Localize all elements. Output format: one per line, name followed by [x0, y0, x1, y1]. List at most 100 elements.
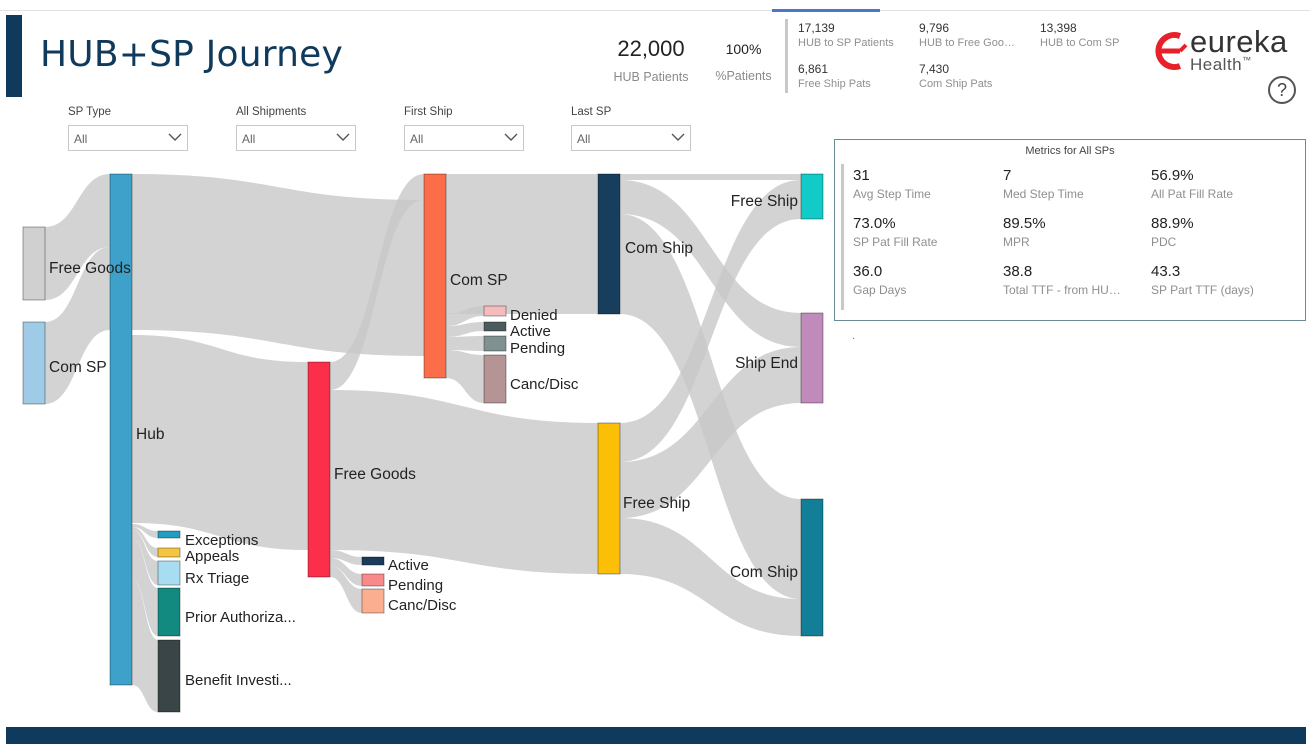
- slicer-value: All: [242, 132, 256, 146]
- sankey-link-com-sp-mid-to-cs-active[interactable]: [446, 322, 484, 337]
- slicer-label: SP Type: [68, 106, 112, 118]
- sankey-node-cs-pending[interactable]: [483, 335, 507, 352]
- kpi-hub-patients: 22,000 HUB Patients: [606, 36, 696, 84]
- sankey-link-com-sp-mid-to-cs-pending[interactable]: [446, 336, 484, 351]
- sankey-node-free-ship-last[interactable]: [800, 173, 824, 220]
- sankey-link-free-ship-first-to-com-ship-last[interactable]: [620, 518, 801, 636]
- sankey-node-com-ship-first[interactable]: [597, 173, 621, 315]
- sankey-node-free-ship-first[interactable]: [597, 422, 621, 575]
- slicer-sp-type: SP Type All: [68, 106, 188, 151]
- sankey-link-free-goods-src-to-hub[interactable]: [45, 174, 110, 300]
- sankey-node-free-goods-mid[interactable]: [307, 361, 331, 578]
- metric-gap-days: 36.0 Gap Days: [853, 263, 993, 297]
- sankey-node-com-ship-last[interactable]: [800, 498, 824, 637]
- metric-label: Total TTF - from HU…: [1003, 283, 1121, 297]
- kpi-value: 13,398: [1040, 21, 1077, 35]
- chevron-down-icon: [671, 133, 685, 141]
- sankey-link-hub-to-appeals[interactable]: [132, 527, 158, 557]
- sankey-link-hub-to-free-goods-mid[interactable]: [132, 335, 308, 550]
- slicer-value: All: [74, 132, 88, 146]
- sankey-node-cs-denied[interactable]: [483, 305, 507, 317]
- sankey-link-hub-to-com-sp-mid[interactable]: [132, 174, 424, 356]
- sankey-link-hub-to-exceptions[interactable]: [132, 524, 158, 538]
- sankey-node-fg-active[interactable]: [361, 556, 385, 566]
- sankey-link-com-sp-src-to-hub[interactable]: [45, 247, 110, 404]
- slicer-all-shipments: All Shipments All: [236, 106, 356, 151]
- metric-pdc: 88.9% PDC: [1151, 215, 1291, 249]
- chevron-down-icon: [504, 133, 518, 141]
- sankey-node-rx-triage[interactable]: [157, 560, 181, 586]
- metric-label: Gap Days: [853, 283, 907, 297]
- sankey-node-benefit-inv[interactable]: [157, 639, 181, 713]
- kpi-hub-to-com-sp: 13,398 HUB to Com SP: [1040, 21, 1155, 49]
- sankey-node-label: Free Goods: [334, 466, 416, 483]
- kpi-pct-patients: 100% %Patients: [706, 36, 781, 83]
- slicer-dropdown[interactable]: All: [404, 125, 524, 151]
- metric-label: SP Pat Fill Rate: [853, 235, 938, 249]
- kpi-divider: [785, 19, 788, 93]
- metric-label: MPR: [1003, 235, 1030, 249]
- slicer-dropdown[interactable]: All: [236, 125, 356, 151]
- sankey-node-com-sp-mid[interactable]: [423, 173, 447, 379]
- metric-value: 89.5%: [1003, 215, 1046, 232]
- sankey-node-label: Canc/Disc: [510, 376, 579, 393]
- stray-mark: ·: [852, 333, 856, 344]
- slicer-label: All Shipments: [236, 106, 307, 118]
- sankey-link-com-ship-first-to-free-ship-last[interactable]: [620, 174, 801, 180]
- metric-label: SP Part TTF (days): [1151, 283, 1254, 297]
- footer-bar: [6, 727, 1306, 744]
- sankey-link-com-ship-first-to-ship-end[interactable]: [620, 180, 801, 347]
- sankey-node-label: Canc/Disc: [388, 597, 457, 614]
- kpi-label: HUB to SP Patients: [798, 37, 894, 49]
- kpi-value: 7,430: [919, 62, 950, 76]
- sankey-node-label: Hub: [136, 426, 164, 443]
- sankey-link-free-ship-first-to-free-ship-last[interactable]: [620, 180, 801, 462]
- sankey-node-label: Rx Triage: [185, 570, 249, 587]
- sankey-node-label: Pending: [388, 577, 443, 594]
- eureka-logo-icon: [1155, 32, 1188, 70]
- sankey-node-fg-pending[interactable]: [361, 573, 385, 587]
- metric-label: PDC: [1151, 235, 1177, 249]
- sankey-node-com-sp-src[interactable]: [22, 321, 46, 405]
- sankey-link-free-ship-first-to-ship-end[interactable]: [620, 347, 801, 518]
- sankey-node-free-goods-src[interactable]: [22, 226, 46, 301]
- active-page-tab-indicator[interactable]: [772, 9, 880, 12]
- sankey-node-label: Com SP: [49, 359, 107, 376]
- metric-label: All Pat Fill Rate: [1151, 187, 1234, 201]
- sankey-node-label: Denied: [510, 307, 558, 324]
- sankey-link-free-goods-mid-to-com-sp-mid[interactable]: [330, 174, 424, 390]
- sankey-node-ship-end[interactable]: [800, 312, 824, 404]
- sankey-node-label: Com SP: [450, 272, 508, 289]
- metric-value: 38.8: [1003, 263, 1033, 280]
- sankey-link-hub-to-benefit-inv[interactable]: [132, 580, 158, 712]
- kpi-label: HUB Patients: [613, 70, 689, 84]
- sankey-link-hub-to-rx-triage[interactable]: [132, 530, 158, 585]
- sankey-node-hub[interactable]: [109, 173, 133, 686]
- sankey-node-fg-canc[interactable]: [361, 588, 385, 614]
- sankey-link-com-sp-mid-to-com-ship-first[interactable]: [446, 174, 598, 314]
- sankey-node-appeals[interactable]: [157, 547, 181, 558]
- sankey-node-label: Free Ship: [731, 193, 798, 210]
- sankey-node-prior-auth[interactable]: [157, 587, 181, 637]
- metric-value: 31: [853, 167, 870, 184]
- sankey-node-label: Active: [388, 557, 429, 574]
- help-icon[interactable]: ?: [1268, 76, 1296, 104]
- sankey-link-com-sp-mid-to-cs-denied[interactable]: [446, 306, 484, 326]
- sankey-node-label: Com Ship: [730, 564, 798, 581]
- slicer-value: All: [577, 132, 591, 146]
- slicer-dropdown[interactable]: All: [571, 125, 691, 151]
- metric-sp-part-ttf: 43.3 SP Part TTF (days): [1151, 263, 1291, 297]
- sankey-node-label: Prior Authoriza...: [185, 609, 296, 626]
- slicer-dropdown[interactable]: All: [68, 125, 188, 151]
- sankey-link-com-sp-mid-to-cs-canc[interactable]: [446, 350, 484, 403]
- sankey-link-free-goods-mid-to-free-ship-first[interactable]: [330, 390, 598, 574]
- sankey-node-cs-canc[interactable]: [483, 354, 507, 404]
- sankey-node-cs-active[interactable]: [483, 321, 507, 332]
- sankey-link-free-goods-mid-to-fg-canc[interactable]: [330, 566, 362, 613]
- sankey-link-free-goods-mid-to-fg-pending[interactable]: [330, 558, 362, 586]
- chevron-down-icon: [336, 133, 350, 141]
- sankey-node-label: Free Goods: [49, 260, 131, 277]
- sankey-link-free-goods-mid-to-fg-active[interactable]: [330, 550, 362, 565]
- sankey-node-exceptions[interactable]: [157, 530, 181, 539]
- sankey-link-hub-to-prior-auth[interactable]: [132, 538, 158, 636]
